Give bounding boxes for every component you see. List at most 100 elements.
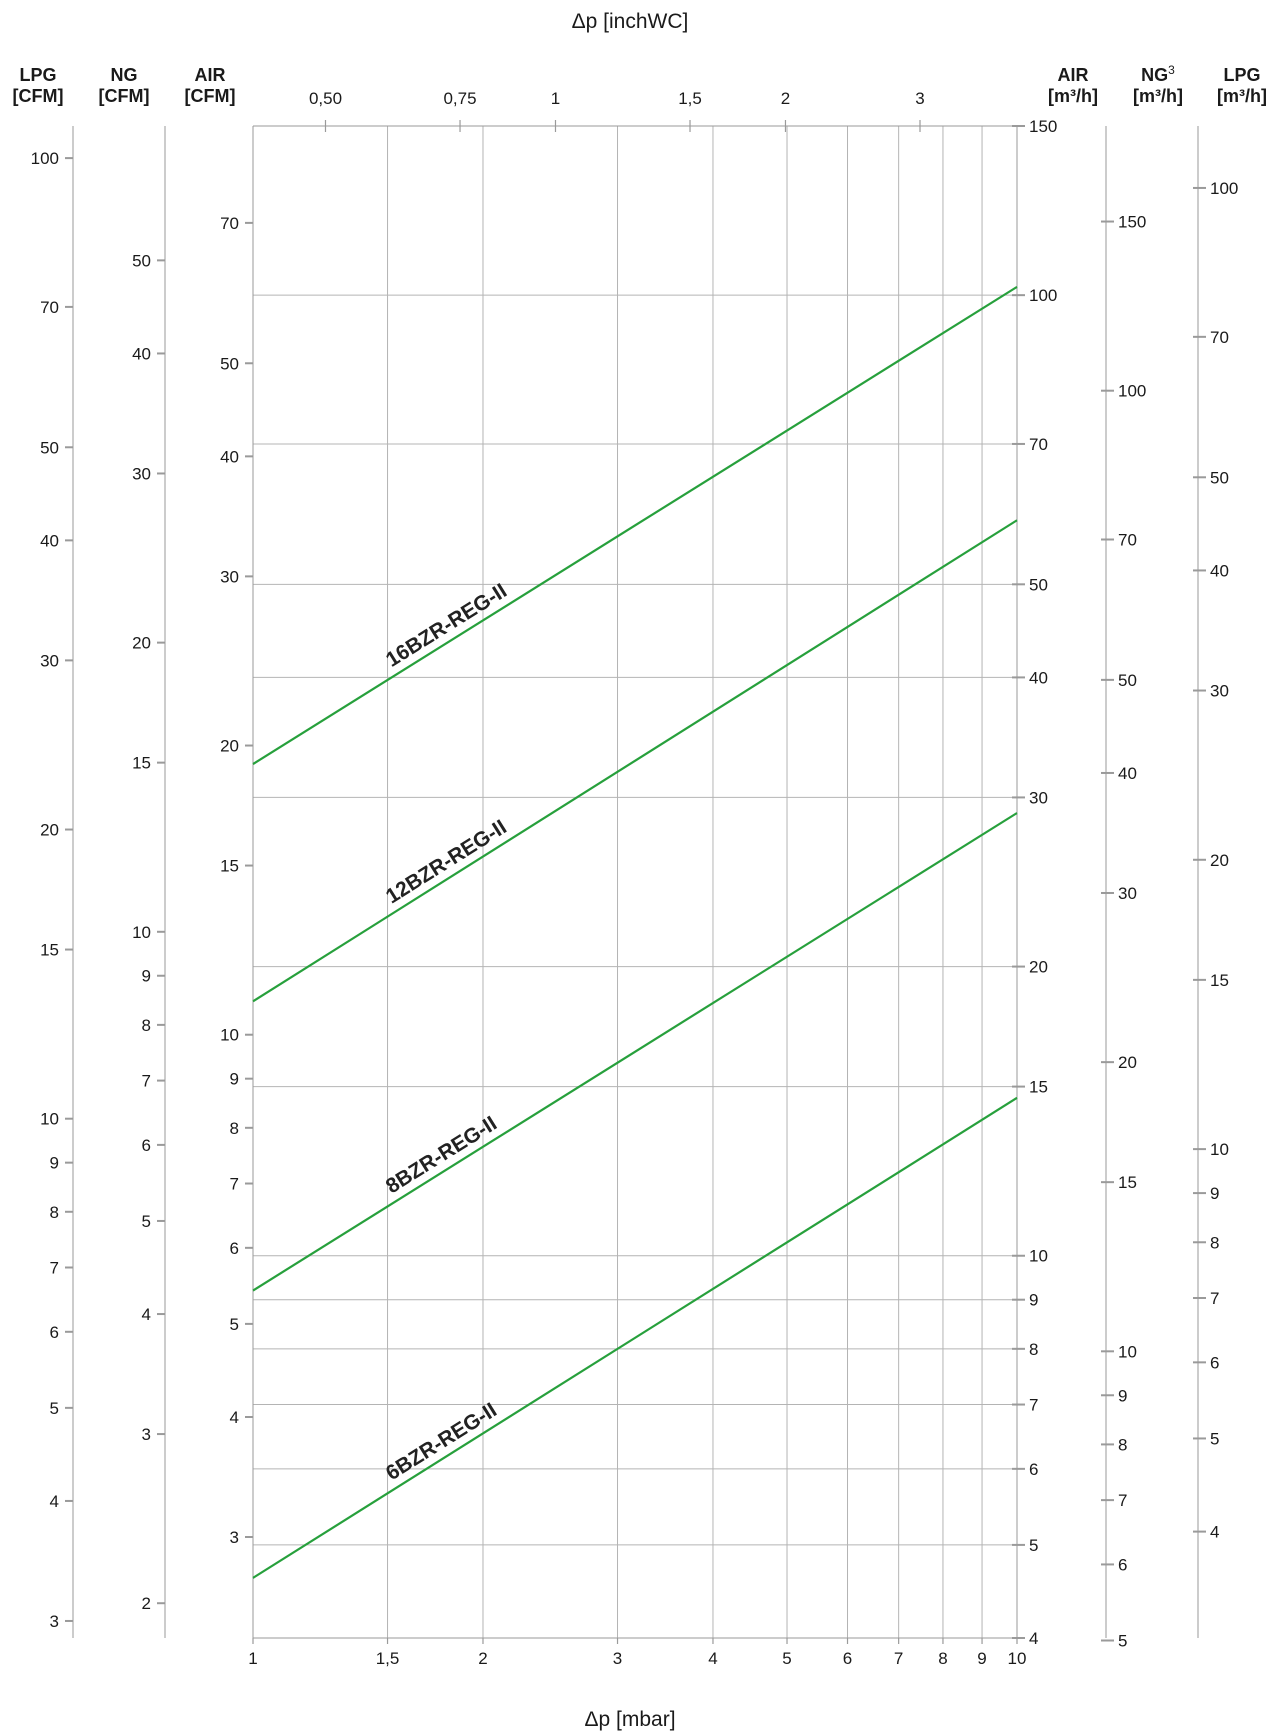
y-tick-label: 30 bbox=[132, 464, 151, 483]
y-tick-label: 40 bbox=[132, 344, 151, 363]
y-axis-unit: [CFM] bbox=[13, 86, 64, 106]
y-tick-label: 9 bbox=[230, 1070, 239, 1089]
x-tick-label-top: 2 bbox=[781, 89, 790, 108]
y-tick-label: 10 bbox=[1118, 1342, 1137, 1361]
y-tick-label: 9 bbox=[1210, 1184, 1219, 1203]
x-tick-label-bottom: 1,5 bbox=[376, 1649, 400, 1668]
x-tick-label-bottom: 2 bbox=[478, 1649, 487, 1668]
y-tick-label: 150 bbox=[1029, 117, 1057, 136]
y-tick-label: 8 bbox=[1210, 1233, 1219, 1252]
y-tick-label: 70 bbox=[1210, 328, 1229, 347]
y-tick-label: 20 bbox=[132, 634, 151, 653]
y-tick-label: 2 bbox=[142, 1594, 151, 1613]
series-label-1: 16BZR-REG-II bbox=[382, 579, 511, 671]
y-tick-label: 3 bbox=[50, 1612, 59, 1631]
y-tick-label: 50 bbox=[1029, 575, 1048, 594]
series-line-2 bbox=[252, 519, 1018, 1003]
y-axis-title: NG3 bbox=[1141, 63, 1175, 85]
y-tick-label: 4 bbox=[1210, 1523, 1219, 1542]
y-axis-title: AIR bbox=[1058, 65, 1089, 85]
y-tick-label: 6 bbox=[230, 1239, 239, 1258]
y-tick-label: 6 bbox=[1118, 1555, 1127, 1574]
series-label-2: 12BZR-REG-II bbox=[382, 816, 511, 909]
axes bbox=[65, 120, 1206, 1644]
x-tick-label-bottom: 3 bbox=[613, 1649, 622, 1668]
y-tick-label: 40 bbox=[1210, 561, 1229, 580]
y-tick-label: 8 bbox=[50, 1203, 59, 1222]
y-tick-label: 5 bbox=[230, 1315, 239, 1334]
y-tick-label: 20 bbox=[1029, 958, 1048, 977]
y-tick-label: 15 bbox=[40, 941, 59, 960]
y-tick-label: 6 bbox=[1210, 1353, 1219, 1372]
x-tick-label-top: 0,50 bbox=[309, 89, 342, 108]
y-tick-label: 50 bbox=[40, 438, 59, 457]
y-tick-label: 100 bbox=[31, 149, 59, 168]
y-tick-label: 20 bbox=[1118, 1053, 1137, 1072]
y-tick-label: 20 bbox=[40, 821, 59, 840]
y-tick-label: 5 bbox=[1029, 1536, 1038, 1555]
y-tick-label: 7 bbox=[50, 1258, 59, 1277]
y-tick-label: 7 bbox=[1029, 1396, 1038, 1415]
x-axis-title-bottom: Δp [mbar] bbox=[584, 1708, 675, 1731]
y-tick-label: 4 bbox=[50, 1492, 59, 1511]
y-tick-label: 30 bbox=[1210, 682, 1229, 701]
y-tick-label: 20 bbox=[220, 737, 239, 756]
y-tick-label: 7 bbox=[230, 1175, 239, 1194]
y-tick-label: 40 bbox=[40, 531, 59, 550]
y-tick-label: 70 bbox=[40, 298, 59, 317]
y-tick-label: 70 bbox=[1029, 435, 1048, 454]
y-tick-label: 5 bbox=[142, 1212, 151, 1231]
y-tick-label: 8 bbox=[142, 1016, 151, 1035]
series-line-1 bbox=[252, 285, 1018, 765]
y-tick-label: 50 bbox=[132, 251, 151, 270]
y-tick-label: 7 bbox=[142, 1072, 151, 1091]
y-tick-label: 3 bbox=[142, 1425, 151, 1444]
y-tick-label: 4 bbox=[230, 1408, 239, 1427]
y-tick-label: 15 bbox=[1029, 1078, 1048, 1097]
y-axis-4 bbox=[1012, 125, 1025, 1639]
y-tick-label: 5 bbox=[1118, 1631, 1127, 1650]
y-tick-label: 70 bbox=[1118, 530, 1137, 549]
y-tick-label: 15 bbox=[220, 857, 239, 876]
y-tick-label: 30 bbox=[1118, 884, 1137, 903]
y-tick-label: 3 bbox=[230, 1528, 239, 1547]
y-tick-label: 15 bbox=[132, 754, 151, 773]
y-tick-label: 50 bbox=[1118, 671, 1137, 690]
x-tick-label-bottom: 9 bbox=[977, 1649, 986, 1668]
y-axis-unit: [CFM] bbox=[185, 86, 236, 106]
y-tick-label: 10 bbox=[1029, 1247, 1048, 1266]
x-tick-label-bottom: 6 bbox=[843, 1649, 852, 1668]
y-tick-label: 8 bbox=[230, 1119, 239, 1138]
y-axis-title-superscript: 3 bbox=[1168, 63, 1175, 77]
y-axis-unit: [m³/h] bbox=[1048, 86, 1098, 106]
y-axis-unit: [CFM] bbox=[99, 86, 150, 106]
y-tick-label: 20 bbox=[1210, 851, 1229, 870]
y-tick-label: 7 bbox=[1118, 1491, 1127, 1510]
y-tick-label: 10 bbox=[132, 923, 151, 942]
x-tick-label-top: 0,75 bbox=[443, 89, 476, 108]
y-tick-label: 50 bbox=[1210, 468, 1229, 487]
series-line-3 bbox=[252, 812, 1018, 1292]
y-tick-label: 30 bbox=[220, 567, 239, 586]
y-tick-label: 10 bbox=[1210, 1140, 1229, 1159]
y-tick-label: 15 bbox=[1118, 1173, 1137, 1192]
y-tick-label: 7 bbox=[1210, 1289, 1219, 1308]
x-tick-label-bottom: 10 bbox=[1008, 1649, 1027, 1668]
x-tick-label-bottom: 7 bbox=[894, 1649, 903, 1668]
y-axis-3 bbox=[245, 126, 254, 1638]
y-tick-label: 9 bbox=[50, 1154, 59, 1173]
y-axis-unit: [m³/h] bbox=[1217, 86, 1267, 106]
x-tick-label-top: 1,5 bbox=[678, 89, 702, 108]
y-axis-1 bbox=[65, 126, 74, 1638]
y-tick-label: 8 bbox=[1029, 1340, 1038, 1359]
y-tick-label: 4 bbox=[142, 1305, 151, 1324]
x-tick-label-top: 1 bbox=[551, 89, 560, 108]
labels: 1 1,5 2 3 4 5 6 7 8 9 10 0,50 0,75 1 1,5 2 3 Δp [inchWC] Δ… bbox=[13, 10, 1267, 1731]
y-tick-label: 70 bbox=[220, 214, 239, 233]
x-tick-label-top: 3 bbox=[915, 89, 924, 108]
y-axis-title: LPG bbox=[19, 65, 56, 85]
y-axis-2 bbox=[157, 126, 166, 1638]
y-axis-title: LPG bbox=[1223, 65, 1260, 85]
y-axis-title: AIR bbox=[195, 65, 226, 85]
